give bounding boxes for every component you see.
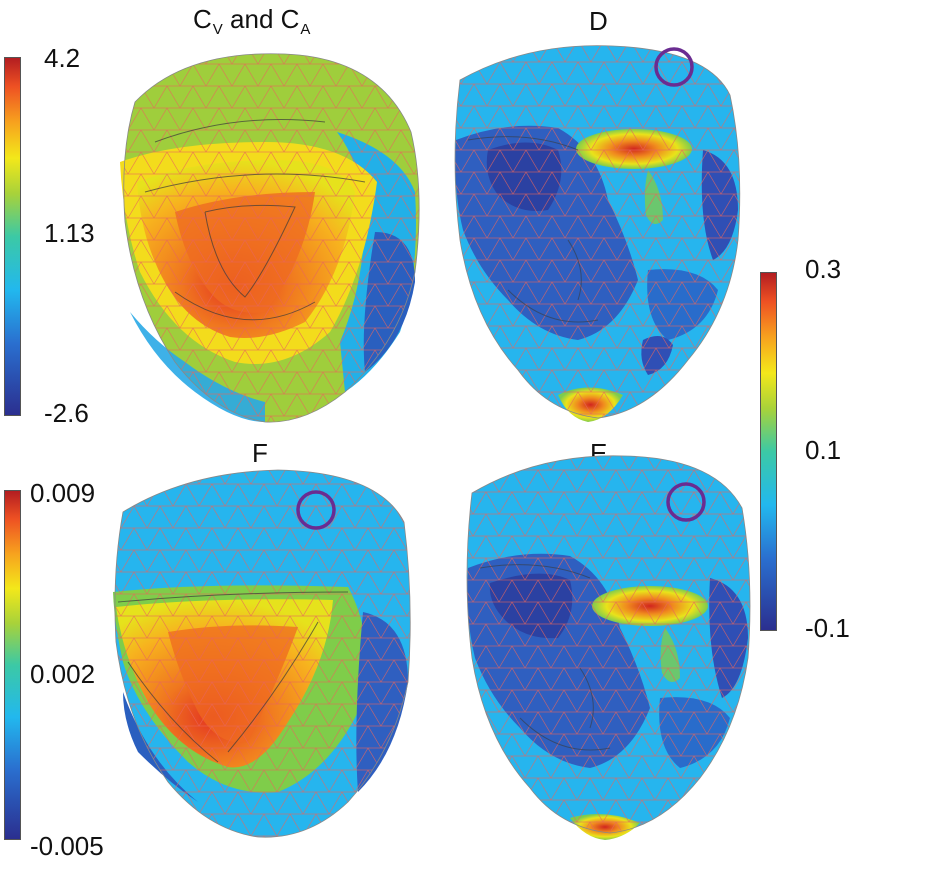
- heart-map-d: [454, 45, 741, 422]
- colorbar-right-min: -0.1: [805, 613, 850, 643]
- marker-circle-f: [296, 490, 336, 530]
- colorbar-bottom-left: [4, 490, 21, 840]
- colorbar-right-max: 0.3: [805, 254, 842, 284]
- title-subscript-v: V: [212, 21, 223, 38]
- colorbar-bottom-left-max: 0.009: [30, 478, 96, 508]
- colorbar-top-left: [4, 57, 21, 416]
- marker-circle-d: [654, 47, 694, 87]
- colorbar-top-left-min: -2.6: [44, 398, 89, 428]
- panel-title-f: F: [252, 438, 268, 468]
- panel-title-cv-ca: CV and CA: [193, 6, 310, 37]
- colorbar-right-mid: 0.1: [805, 435, 842, 465]
- title-mid: and C: [222, 4, 300, 34]
- colorbar-bottom-left-min: -0.005: [30, 831, 104, 861]
- colorbar-right: [760, 272, 777, 631]
- colorbar-top-left-mid: 1.13: [44, 218, 95, 248]
- title-letter: C: [193, 4, 212, 34]
- panel-title-d: D: [589, 6, 608, 36]
- heart-map-cv-ca: [120, 53, 420, 423]
- colorbar-top-left-max: 4.2: [44, 43, 81, 73]
- heart-map-f: [113, 469, 411, 838]
- title-subscript-a: A: [300, 21, 311, 38]
- heart-map-e: [466, 455, 751, 840]
- colorbar-bottom-left-mid: 0.002: [30, 659, 96, 689]
- marker-circle-e: [666, 482, 706, 522]
